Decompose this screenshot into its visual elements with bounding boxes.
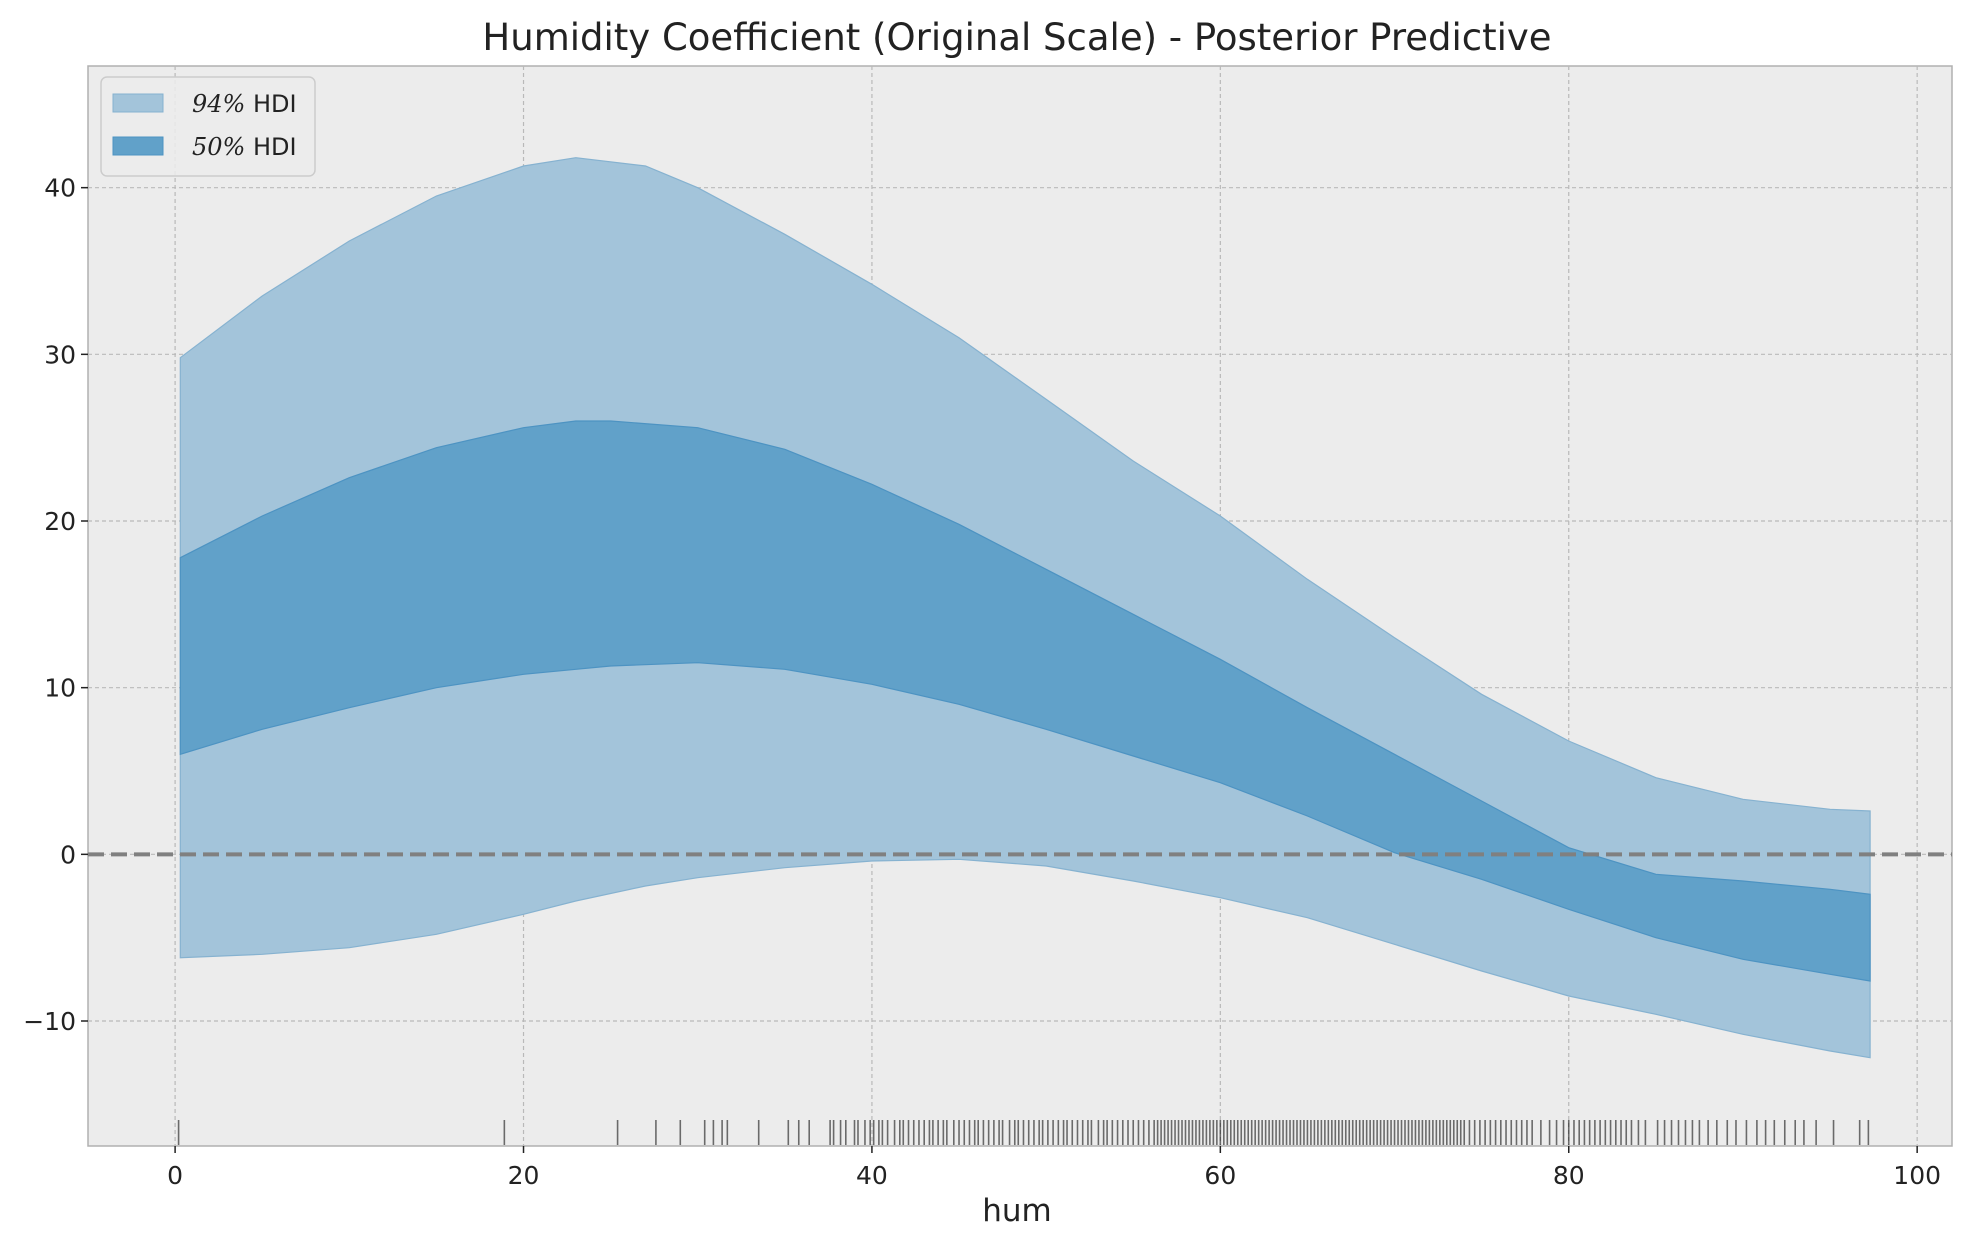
legend-label-94-hdi: 94% HDI: [192, 90, 297, 118]
chart-title: Humidity Coefficient (Original Scale) - …: [482, 16, 1551, 59]
x-tick-label: 80: [1553, 1161, 1585, 1190]
x-tick-label: 100: [1893, 1161, 1941, 1190]
x-tick-label: 40: [856, 1161, 888, 1190]
legend-item-94-hdi[interactable]: 94% HDI: [112, 90, 297, 118]
legend-label-50-hdi: 50% HDI: [192, 133, 297, 161]
band-50-hdi: [179, 420, 1871, 982]
y-tick-label: 10: [44, 674, 76, 703]
rug-plot: [177, 1120, 1870, 1145]
legend-swatch-94-hdi: [112, 93, 164, 113]
x-tick-label: 0: [167, 1161, 183, 1190]
x-axis: 0 20 40 60 80 100: [167, 1146, 1941, 1190]
y-tick-label: 20: [44, 507, 76, 536]
y-axis: −10 0 10 20 30 40: [23, 174, 88, 1036]
y-tick-label: 0: [60, 840, 76, 869]
y-tick-label: 30: [44, 340, 76, 369]
legend-swatch-50-hdi: [112, 136, 164, 156]
x-tick-label: 20: [508, 1161, 540, 1190]
x-tick-label: 60: [1204, 1161, 1236, 1190]
y-tick-label: −10: [23, 1007, 76, 1036]
x-axis-label: hum: [982, 1193, 1052, 1229]
y-tick-label: 40: [44, 174, 76, 203]
legend-item-50-hdi[interactable]: 50% HDI: [112, 133, 297, 161]
hdi-bands: [179, 157, 1871, 1059]
legend[interactable]: 94% HDI 50% HDI: [100, 76, 316, 177]
